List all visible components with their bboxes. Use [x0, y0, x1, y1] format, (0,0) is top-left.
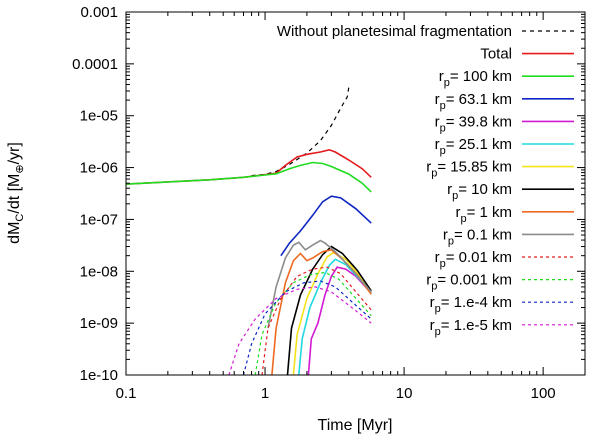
- legend-label-main: r: [435, 113, 440, 130]
- legend-label: Total: [480, 46, 512, 63]
- legend-label-sub: p: [431, 281, 437, 293]
- legend: Without planetesimal fragmentation Total r…: [277, 23, 574, 338]
- legend-label-sub: p: [435, 326, 441, 338]
- legend-label: rp= 63.1 km: [435, 91, 512, 112]
- series-line-rp-63-1-km: [280, 195, 372, 257]
- y-axis-title-sub-c: C: [14, 214, 26, 222]
- legend-label: rp= 1.e-4 km: [430, 294, 512, 315]
- legend-label-rest: = 39.8 km: [446, 113, 512, 130]
- legend-label: rp= 10 km: [447, 181, 512, 202]
- legend-label-rest: = 1.e-5 km: [441, 317, 512, 334]
- legend-label-sub: p: [440, 100, 446, 112]
- y-tick-label: 1e-05: [80, 108, 118, 125]
- legend-label-main: r: [426, 159, 431, 176]
- legend-label-rest: = 0.1 km: [454, 226, 512, 243]
- plot-frame: [125, 11, 586, 376]
- legend-label: rp= 39.8 km: [435, 113, 512, 134]
- x-axis-title: Time [Myr]: [318, 417, 393, 434]
- legend-label-rest: = 0.001 km: [437, 272, 512, 289]
- series-layer: [126, 87, 372, 375]
- legend-label-rest: = 0.01 km: [446, 249, 512, 266]
- y-tick-label: 1e-09: [80, 315, 118, 332]
- legend-label: rp= 1 km: [455, 204, 512, 225]
- series-line-without-planetesimal-fragmentation: [251, 87, 350, 177]
- legend-label-main: r: [435, 91, 440, 108]
- y-axis-title-sub-earth: ⊕: [14, 164, 26, 173]
- legend-label-rest: = 10 km: [458, 181, 512, 198]
- y-axis-title-mid: /dt [M: [6, 174, 23, 214]
- legend-label-sub: p: [452, 190, 458, 202]
- legend-label-sub: p: [435, 303, 441, 315]
- legend-label-rest: = 1.e-4 km: [441, 294, 512, 311]
- legend-label-sub: p: [431, 168, 437, 180]
- x-tick-label: 1: [261, 385, 269, 402]
- legend-label: rp= 25.1 km: [435, 136, 512, 157]
- legend-label-main: r: [447, 181, 452, 198]
- series-line-rp-1-e-5-km: [228, 286, 372, 375]
- legend-label-sub: p: [440, 145, 446, 157]
- y-axis-title-main: dM: [6, 222, 23, 244]
- series-line-rp-15-85-km: [292, 251, 372, 375]
- series-line-rp-1-e-4-km: [242, 280, 372, 375]
- y-tick-label: 0.0001: [72, 56, 118, 73]
- legend-label-main: r: [439, 68, 444, 85]
- legend-label-sub: p: [448, 235, 454, 247]
- legend-label: rp= 15.85 km: [426, 159, 512, 180]
- series-line-rp-100-km: [126, 161, 372, 193]
- series-line-rp-25-1-km: [298, 258, 372, 375]
- legend-label-main: r: [426, 272, 431, 289]
- legend-label-sub: p: [440, 122, 446, 134]
- legend-label: Without planetesimal fragmentation: [277, 23, 512, 40]
- legend-label: rp= 100 km: [439, 68, 512, 89]
- y-axis-title: dMC/dt [M⊕/yr]: [6, 142, 26, 244]
- y-axis-title-end: /yr]: [6, 142, 23, 164]
- y-tick-label: 1e-10: [80, 367, 118, 384]
- y-tick-label: 0.001: [80, 4, 118, 21]
- legend-label-rest: = 1 km: [467, 204, 512, 221]
- series-line-rp-0-1-km: [267, 239, 372, 329]
- legend-label-main: r: [435, 136, 440, 153]
- legend-label: rp= 1.e-5 km: [430, 317, 512, 338]
- legend-label-sub: p: [444, 77, 450, 89]
- y-tick-label: 1e-07: [80, 211, 118, 228]
- series-line-rp-39-8-km: [307, 266, 372, 375]
- legend-label: rp= 0.001 km: [426, 272, 512, 293]
- legend-label-main: r: [455, 204, 460, 221]
- legend-label-rest: = 100 km: [450, 68, 512, 85]
- ticks-layer: 0.1 1 10 100 1e-10 1e-09 1e-08 1e-07 1e-06 1e-05 0…: [72, 4, 585, 402]
- x-tick-label: 10: [396, 385, 413, 402]
- legend-label: rp= 0.01 km: [435, 249, 512, 270]
- y-tick-label: 1e-08: [80, 263, 118, 280]
- legend-label-sub: p: [440, 258, 446, 270]
- legend-label-main: r: [430, 294, 435, 311]
- legend-label-main: r: [430, 317, 435, 334]
- legend-label-rest: = 25.1 km: [446, 136, 512, 153]
- y-tick-label: 1e-06: [80, 160, 118, 177]
- x-tick-label: 0.1: [116, 385, 137, 402]
- legend-label: rp= 0.1 km: [443, 226, 512, 247]
- legend-label-main: r: [435, 249, 440, 266]
- series-line-rp-0-001-km: [254, 271, 372, 375]
- x-tick-label: 100: [531, 385, 556, 402]
- legend-label-main: r: [443, 226, 448, 243]
- legend-label-sub: p: [460, 213, 466, 225]
- series-line-rp-10-km: [286, 245, 372, 375]
- series-line-rp-0-01-km: [261, 266, 372, 375]
- legend-label-rest: = 15.85 km: [437, 159, 512, 176]
- legend-label-rest: = 63.1 km: [446, 91, 512, 108]
